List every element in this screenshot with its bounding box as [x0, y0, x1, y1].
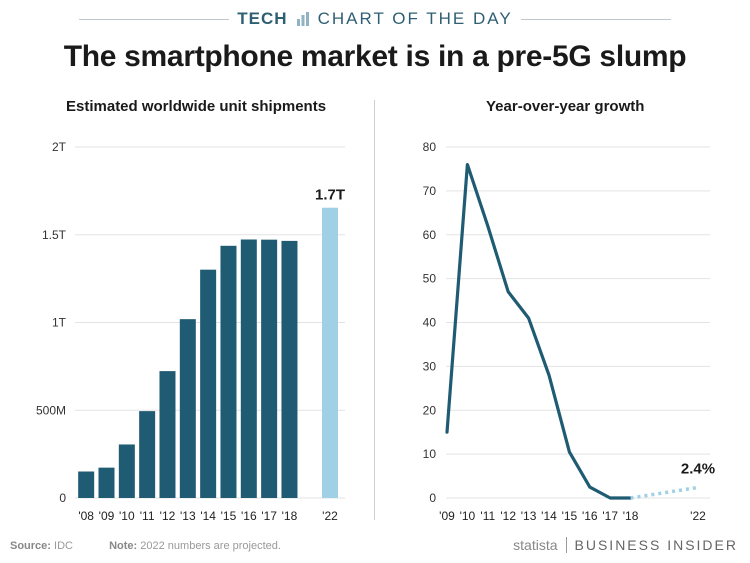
- x-tick-label: '17: [602, 509, 618, 523]
- x-tick-label: '12: [500, 509, 516, 523]
- header-chart-of-the-day: CHART OF THE DAY: [317, 9, 513, 28]
- y-tick-label: 10: [423, 447, 437, 461]
- bar: [78, 471, 95, 498]
- x-tick-label: '15: [221, 509, 237, 523]
- bar: [281, 240, 298, 498]
- y-tick-label: 0: [429, 491, 436, 505]
- header-rule-left: [79, 18, 230, 20]
- line-chart: 0 10 20 30 40 50 60 70 80 '09 '10 '11 '12 '13 '14 '15 '1…: [423, 140, 715, 523]
- line-chart-title: Year-over-year growth: [486, 98, 645, 115]
- x-tick-label: '08: [78, 509, 94, 523]
- x-tick-label: '11: [480, 509, 495, 523]
- x-tick-label: '15: [562, 509, 578, 523]
- y-tick-label: 40: [423, 316, 437, 330]
- bar: [159, 371, 176, 498]
- projected-series-line: [630, 485, 699, 500]
- y-tick-label: 60: [423, 228, 437, 242]
- x-tick-label: '10: [119, 509, 135, 523]
- growth-series-line: [445, 162, 633, 500]
- y-tick-label: 50: [423, 272, 437, 286]
- x-tick-label: '09: [439, 509, 455, 523]
- brand-attribution: statista BUSINESS INSIDER: [513, 537, 738, 553]
- bar-chart: 0 500M 1T 1.5T 2T '08 '09 '10 '11 '12 '13 '14 '15 '16…: [36, 140, 345, 523]
- bar: [98, 467, 115, 498]
- statista-logo-icon: statista: [513, 537, 558, 553]
- footer-note: Source: IDC Note: 2022 numbers are proje…: [10, 540, 281, 552]
- note-value: 2022 numbers are projected.: [140, 540, 281, 552]
- bar: [261, 239, 278, 498]
- brand-separator: [565, 537, 567, 553]
- page-title: The smartphone market is in a pre-5G slu…: [63, 40, 687, 73]
- x-tick-label: '22: [690, 509, 706, 523]
- header-tech-label: TECH: [237, 9, 288, 28]
- business-insider-logo: BUSINESS INSIDER: [574, 537, 738, 553]
- x-tick-label: '13: [521, 509, 537, 523]
- x-tick-label: '18: [623, 509, 639, 523]
- source-label: Source:: [10, 540, 51, 552]
- x-tick-label: '14: [541, 509, 557, 523]
- x-tick-label: '18: [282, 509, 298, 523]
- y-tick-label: 0: [59, 491, 66, 505]
- y-tick-label: 1.5T: [42, 228, 67, 242]
- x-tick-label: '22: [322, 509, 338, 523]
- y-tick-label: 20: [423, 403, 437, 417]
- x-tick-label: '13: [180, 509, 196, 523]
- source-value: IDC: [54, 540, 73, 552]
- y-tick-label: 2T: [52, 140, 67, 154]
- bar-chart-icon: [296, 12, 309, 26]
- y-tick-label: 30: [423, 359, 437, 373]
- x-tick-label: '09: [99, 509, 115, 523]
- x-tick-label: '16: [241, 509, 257, 523]
- chart-divider: [374, 100, 375, 520]
- y-tick-label: 70: [423, 184, 437, 198]
- bar: [179, 319, 196, 498]
- bar: [240, 239, 257, 498]
- bar: [200, 269, 217, 498]
- data-label: 1.7T: [315, 187, 345, 204]
- y-tick-label: 80: [423, 140, 437, 154]
- bar: [139, 411, 156, 498]
- bar: [322, 207, 338, 498]
- x-tick-label: '16: [582, 509, 598, 523]
- data-label: 2.4%: [681, 460, 715, 477]
- bar: [220, 245, 237, 498]
- x-tick-label: '11: [140, 509, 155, 523]
- note-label: Note:: [109, 540, 138, 552]
- x-tick-label: '17: [261, 509, 277, 523]
- chart-of-the-day-header: TECH CHART OF THE DAY: [0, 8, 750, 30]
- x-tick-label: '14: [200, 509, 216, 523]
- y-tick-label: 1T: [52, 316, 67, 330]
- x-tick-label: '12: [160, 509, 176, 523]
- bar-chart-title: Estimated worldwide unit shipments: [66, 98, 327, 115]
- x-tick-label: '10: [460, 509, 476, 523]
- header-rule-right: [520, 18, 671, 20]
- y-tick-label: 500M: [36, 403, 66, 417]
- bar: [118, 444, 135, 498]
